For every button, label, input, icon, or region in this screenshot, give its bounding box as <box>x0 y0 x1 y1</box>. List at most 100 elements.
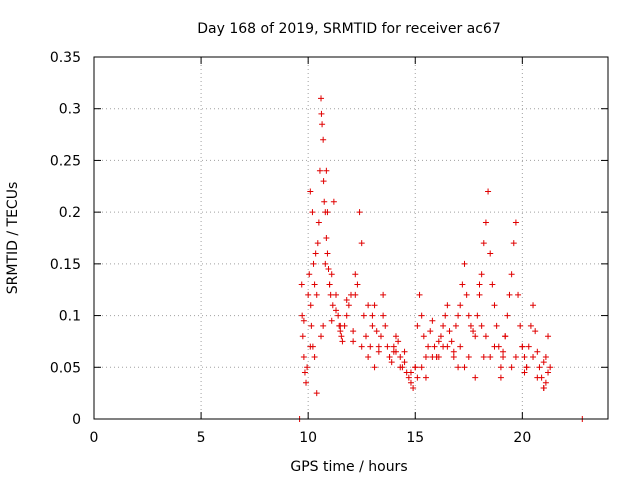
data-point <box>487 250 494 257</box>
y-tick-label: 0.15 <box>50 257 81 273</box>
data-point <box>465 312 472 319</box>
data-point <box>335 312 342 319</box>
data-point <box>534 374 541 381</box>
data-point <box>330 198 337 205</box>
data-point <box>455 364 462 371</box>
data-point <box>310 260 317 267</box>
data-point <box>367 343 374 350</box>
data-point <box>482 219 489 226</box>
data-point <box>352 271 359 278</box>
data-point <box>485 188 492 195</box>
data-point <box>339 338 346 345</box>
data-point <box>356 209 363 216</box>
data-point <box>435 338 442 345</box>
data-point <box>510 240 517 247</box>
data-point <box>386 353 393 360</box>
data-point <box>318 333 325 340</box>
data-point <box>307 188 314 195</box>
y-tick-label: 0.35 <box>50 50 81 66</box>
x-tick-label: 0 <box>90 430 99 446</box>
data-point <box>444 302 451 309</box>
data-point <box>506 291 513 298</box>
tick-marks <box>93 56 608 420</box>
data-point <box>517 322 524 329</box>
data-point <box>304 364 311 371</box>
data-point <box>425 343 432 350</box>
data-point <box>418 364 425 371</box>
data-point <box>325 266 332 273</box>
data-point <box>527 322 534 329</box>
data-point <box>502 333 509 340</box>
data-point <box>329 302 336 309</box>
data-point <box>314 240 321 247</box>
y-tick-label: 0 <box>72 412 81 428</box>
data-point <box>467 322 474 329</box>
data-point <box>316 167 323 174</box>
data-point <box>395 338 402 345</box>
data-point <box>455 312 462 319</box>
data-point <box>307 343 314 350</box>
data-point <box>324 250 331 257</box>
data-point <box>407 369 414 376</box>
data-point <box>369 312 376 319</box>
data-point <box>429 317 436 324</box>
data-point <box>323 235 330 241</box>
data-point <box>333 307 340 314</box>
y-tick-label: 0.05 <box>50 360 81 376</box>
y-tick-label: 0.25 <box>50 153 81 169</box>
data-point <box>382 322 389 329</box>
data-point <box>523 364 530 371</box>
data-point <box>487 353 494 360</box>
y-tick-labels: 0 0.05 0.1 0.15 0.2 0.25 0.3 0.35 <box>50 50 81 428</box>
y-tick-label: 0.3 <box>59 102 81 118</box>
data-point <box>532 328 539 335</box>
data-point <box>542 353 549 360</box>
data-point <box>493 322 500 329</box>
data-point <box>482 333 489 340</box>
data-point <box>320 178 327 185</box>
data-point <box>536 364 543 371</box>
data-point <box>427 328 434 335</box>
data-point <box>312 250 319 257</box>
data-point <box>508 271 515 278</box>
data-point <box>309 209 316 216</box>
data-point <box>345 302 352 309</box>
data-point <box>322 260 329 267</box>
data-point <box>301 369 308 376</box>
data-point <box>354 281 361 288</box>
data-point <box>508 364 515 371</box>
data-point <box>476 291 483 298</box>
data-point <box>450 353 457 360</box>
data-point <box>534 348 541 355</box>
data-point <box>384 343 391 350</box>
data-point <box>504 312 511 319</box>
data-point <box>326 281 333 288</box>
y-tick-label: 0.2 <box>59 205 81 221</box>
data-point <box>362 333 369 340</box>
data-point <box>480 240 487 247</box>
data-point <box>319 121 326 128</box>
data-point <box>392 333 399 340</box>
data-point <box>463 291 470 298</box>
data-point <box>519 343 526 350</box>
data-point <box>338 333 345 340</box>
data-point <box>461 364 468 371</box>
data-point <box>299 312 306 319</box>
data-point <box>412 364 419 371</box>
data-point <box>311 353 318 360</box>
data-point <box>371 302 378 309</box>
data-point <box>318 95 325 102</box>
data-point <box>442 312 449 319</box>
data-point <box>431 343 438 350</box>
data-point <box>365 302 372 309</box>
data-point <box>380 312 387 319</box>
data-point <box>392 348 399 355</box>
x-tick-label: 20 <box>513 430 531 446</box>
data-point <box>515 291 522 298</box>
grid <box>94 57 608 419</box>
data-point <box>457 302 464 309</box>
data-point <box>429 353 436 360</box>
data-point <box>308 322 315 329</box>
data-point <box>373 328 380 335</box>
